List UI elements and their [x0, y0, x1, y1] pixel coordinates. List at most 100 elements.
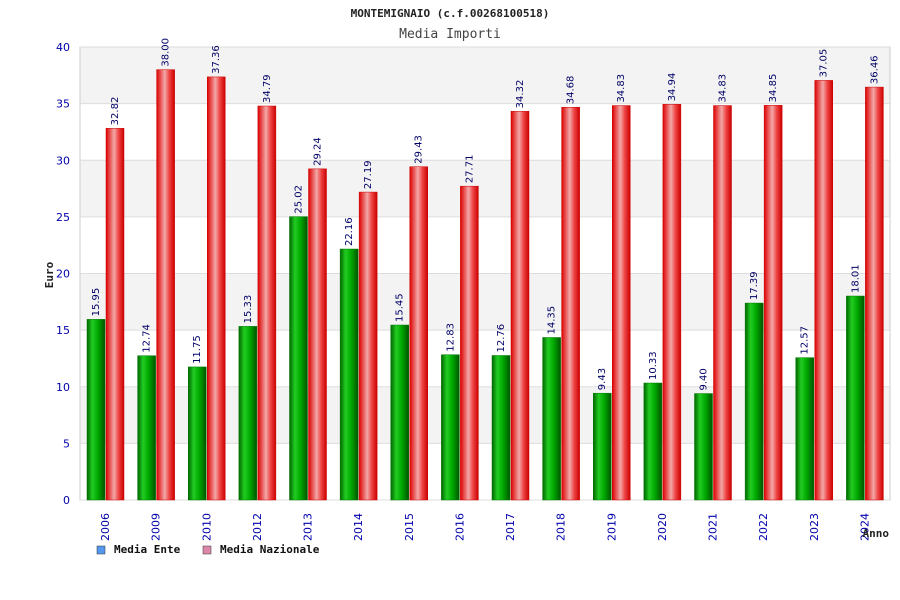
bar-media-nazionale: [865, 86, 884, 501]
x-tick-label: 2022: [757, 513, 770, 541]
y-tick-label: 35: [56, 98, 70, 111]
data-label: 36.46: [869, 55, 880, 84]
y-tick-label: 25: [56, 211, 70, 224]
data-label: 9.43: [597, 368, 608, 390]
y-tick-label: 20: [56, 268, 70, 281]
bar-media-ente: [238, 326, 258, 501]
legend-swatch: [202, 545, 212, 555]
bar-media-ente: [339, 248, 359, 501]
data-label: 15.33: [243, 295, 254, 324]
x-tick-label: 2015: [403, 513, 416, 541]
bar-media-ente: [542, 337, 561, 501]
data-label: 32.82: [110, 97, 121, 126]
bar-media-nazionale: [561, 106, 580, 501]
data-label: 18.01: [850, 264, 861, 293]
data-label: 37.36: [211, 45, 222, 74]
data-label: 34.94: [667, 73, 678, 102]
data-label: 12.57: [800, 326, 811, 355]
bar-media-ente: [491, 355, 511, 501]
x-axis-ticks: 2006 2009 2010 2012 2013 2014 2015 2016 2017 2018…: [99, 513, 871, 541]
y-axis-label: Euro: [43, 261, 56, 288]
bar-media-ente: [643, 382, 663, 501]
y-tick-label: 5: [63, 437, 70, 450]
data-label: 12.76: [496, 324, 507, 353]
x-tick-label: 2019: [605, 513, 618, 541]
bar-media-ente: [441, 354, 460, 501]
x-tick-label: 2006: [99, 513, 112, 541]
data-label: 14.35: [547, 306, 558, 335]
bar-media-ente: [289, 216, 308, 501]
bar-media-nazionale: [713, 105, 732, 501]
data-label: 34.85: [768, 74, 779, 103]
data-label: 29.24: [313, 137, 324, 166]
x-tick-label: 2009: [150, 513, 163, 541]
bars: [86, 69, 884, 501]
x-axis-label: Anno: [863, 527, 890, 540]
bar-media-ente: [694, 393, 713, 501]
x-tick-label: 2017: [504, 513, 517, 541]
legend-swatch: [96, 545, 106, 555]
data-label: 34.83: [718, 74, 729, 103]
data-label: 17.39: [749, 271, 760, 300]
x-tick-label: 2013: [302, 513, 315, 541]
y-tick-label: 30: [56, 154, 70, 167]
bar-media-ente: [86, 319, 106, 501]
data-label: 9.40: [699, 368, 710, 390]
data-label: 29.43: [414, 135, 425, 164]
data-label: 22.16: [344, 217, 355, 246]
bar-media-nazionale: [763, 105, 783, 501]
data-label: 27.19: [363, 160, 374, 189]
x-tick-label: 2020: [656, 513, 669, 541]
data-label: 25.02: [294, 185, 305, 214]
y-axis-ticks: 0 5 10 15 20 25 30 35 40: [56, 41, 70, 507]
bar-media-nazionale: [308, 168, 327, 501]
legend-label: Media Nazionale: [220, 543, 320, 556]
data-label: 12.83: [445, 323, 456, 352]
x-tick-label: 2012: [251, 513, 264, 541]
data-label: 12.74: [142, 324, 153, 353]
data-label: 10.33: [648, 351, 659, 380]
data-label: 34.32: [515, 80, 526, 109]
bar-media-ente: [593, 392, 612, 501]
data-label: 27.71: [464, 155, 475, 184]
x-tick-label: 2014: [352, 513, 365, 541]
chart-title: MONTEMIGNAIO (c.f.00268100518): [351, 7, 550, 20]
bar-media-ente: [137, 355, 156, 501]
bar-media-nazionale: [510, 111, 530, 501]
bar-media-ente: [744, 302, 764, 501]
data-label: 11.75: [192, 335, 203, 364]
x-tick-label: 2016: [453, 513, 466, 541]
bar-media-nazionale: [814, 80, 833, 501]
y-tick-label: 10: [56, 381, 70, 394]
bar-media-ente: [846, 295, 865, 501]
data-label: 34.68: [566, 76, 577, 105]
chart-subtitle: Media Importi: [399, 27, 501, 42]
y-tick-label: 15: [56, 324, 70, 337]
legend: Media Ente Media Nazionale: [96, 543, 320, 556]
data-label: 37.05: [819, 49, 830, 78]
data-label: 15.95: [91, 288, 102, 317]
y-tick-label: 0: [63, 494, 70, 507]
bar-media-nazionale: [105, 128, 125, 501]
bar-media-nazionale: [662, 104, 682, 501]
bar-media-nazionale: [358, 191, 378, 501]
data-label: 34.79: [262, 74, 273, 103]
bar-media-ente: [390, 324, 409, 501]
data-label: 38.00: [161, 38, 172, 67]
bar-media-ente: [795, 357, 814, 501]
bar-media-nazionale: [460, 185, 479, 501]
data-label: 15.45: [395, 293, 406, 322]
y-tick-label: 40: [56, 41, 70, 54]
bar-media-nazionale: [409, 166, 428, 501]
bar-media-nazionale: [257, 105, 277, 501]
bar-media-ente: [188, 366, 207, 501]
data-label: 34.83: [616, 74, 627, 103]
x-tick-label: 2018: [555, 513, 568, 541]
bar-media-nazionale: [156, 69, 175, 501]
legend-label: Media Ente: [114, 543, 181, 556]
bar-media-nazionale: [612, 105, 631, 501]
x-tick-label: 2010: [200, 513, 213, 541]
x-tick-label: 2021: [707, 513, 720, 541]
x-tick-label: 2023: [808, 513, 821, 541]
